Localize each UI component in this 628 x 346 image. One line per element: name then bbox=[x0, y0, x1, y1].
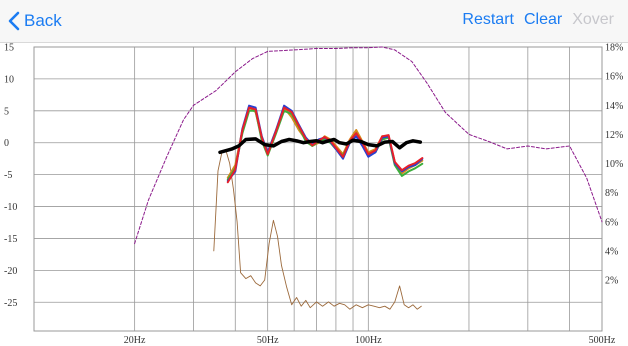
y-right-tick-label: 14% bbox=[605, 101, 623, 112]
y-right-tick-label: 10% bbox=[605, 159, 623, 170]
restart-button[interactable]: Restart bbox=[462, 11, 514, 28]
chart-grid bbox=[33, 46, 603, 332]
curve-average bbox=[218, 137, 423, 155]
navigation-bar: Back Restart Clear Xover bbox=[0, 0, 628, 43]
y-right-tick-label: 12% bbox=[605, 130, 623, 141]
y-left-tick-label: 5 bbox=[4, 106, 9, 117]
x-tick-label: 50Hz bbox=[257, 335, 279, 346]
frequency-response-chart: 15 10 5 0 -5 -10 -15 -20 -25 18% 16% 14% 12% 10% 8% 6% 4… bbox=[4, 43, 623, 346]
y-left-tick-label: -10 bbox=[4, 202, 17, 213]
y-right-tick-label: 2% bbox=[605, 276, 618, 287]
xover-button: Xover bbox=[572, 11, 614, 28]
y-left-tick-label: -15 bbox=[4, 234, 17, 245]
chart-curves bbox=[134, 46, 603, 310]
curve-target bbox=[134, 46, 603, 245]
y-right-tick-label: 16% bbox=[605, 72, 623, 83]
back-label: Back bbox=[24, 11, 62, 30]
navbar-actions: Restart Clear Xover bbox=[462, 11, 614, 29]
y-left-tick-label: 15 bbox=[4, 43, 14, 54]
plot-border bbox=[33, 46, 603, 332]
x-tick-label: 500Hz bbox=[589, 335, 616, 346]
chart-axis-labels: 15 10 5 0 -5 -10 -15 -20 -25 18% 16% 14% 12% 10% 8% 6% 4… bbox=[4, 43, 623, 346]
y-left-tick-label: 10 bbox=[4, 74, 14, 85]
y-left-tick-label: 0 bbox=[4, 138, 9, 149]
curve-red bbox=[226, 106, 424, 184]
curve-green bbox=[226, 109, 424, 181]
back-button[interactable]: Back bbox=[8, 8, 62, 34]
y-left-tick-label: -20 bbox=[4, 266, 17, 277]
y-left-tick-label: -5 bbox=[4, 170, 12, 181]
x-tick-label: 100Hz bbox=[355, 335, 382, 346]
clear-button[interactable]: Clear bbox=[523, 11, 563, 28]
y-right-tick-label: 18% bbox=[605, 43, 623, 54]
y-left-tick-label: -25 bbox=[4, 298, 17, 309]
y-right-tick-label: 6% bbox=[605, 217, 618, 228]
chevron-left-icon bbox=[8, 11, 20, 31]
y-right-tick-label: 8% bbox=[605, 188, 618, 199]
x-tick-label: 20Hz bbox=[124, 335, 146, 346]
y-right-tick-label: 4% bbox=[605, 246, 618, 257]
curve-brown bbox=[213, 149, 422, 310]
